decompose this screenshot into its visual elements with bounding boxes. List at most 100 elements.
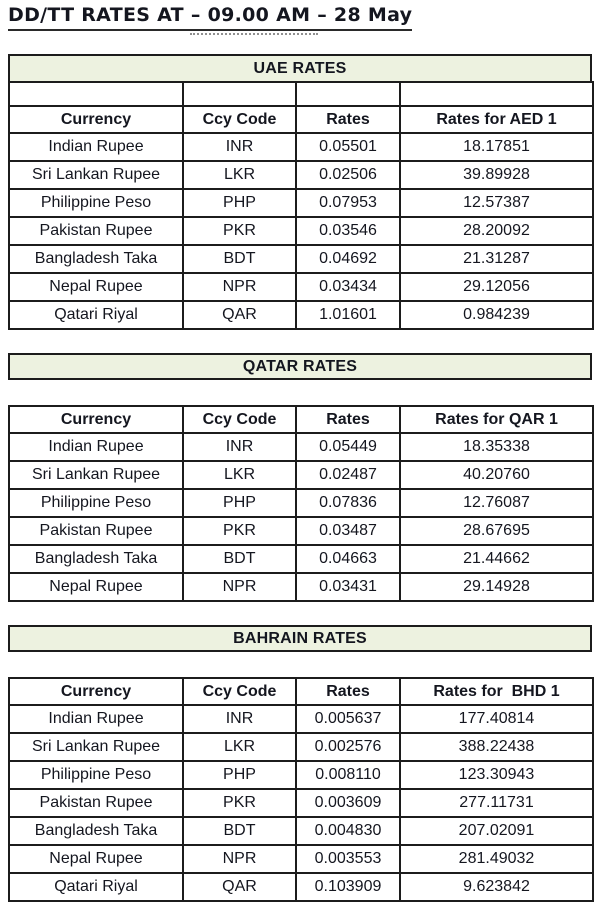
column-header: Currency (8, 405, 184, 434)
rate-row: Nepal Rupee NPR 0.03434 29.12056 (8, 272, 594, 302)
header-row: Currency Ccy Code Rates Rates for BHD 1 (8, 677, 594, 706)
rate-row: Philippine Peso PHP 0.07836 12.76087 (8, 488, 594, 518)
section-title: QATAR RATES (242, 357, 358, 375)
spacer-cell (399, 81, 594, 107)
rate-cell: LKR (182, 732, 297, 762)
rate-cell: 0.103909 (295, 872, 401, 902)
rate-cell: Sri Lankan Rupee (8, 732, 184, 762)
rate-cell: 39.89928 (399, 160, 594, 190)
rate-cell: BDT (182, 244, 297, 274)
rate-cell: 21.31287 (399, 244, 594, 274)
rate-cell: Indian Rupee (8, 704, 184, 734)
rate-cell: Philippine Peso (8, 760, 184, 790)
section-title: BAHRAIN RATES (233, 629, 367, 647)
column-header: Currency (8, 677, 184, 706)
rate-row: Pakistan Rupee PKR 0.03487 28.67695 (8, 516, 594, 546)
rate-cell: QAR (182, 872, 297, 902)
rate-row: Philippine Peso PHP 0.07953 12.57387 (8, 188, 594, 218)
rates-sections: UAE RATES Currency Ccy Code Rates Rates for… (8, 54, 594, 902)
rate-cell: 21.44662 (399, 544, 594, 574)
rate-cell: INR (182, 704, 297, 734)
rate-cell: Sri Lankan Rupee (8, 460, 184, 490)
column-header: Rates (295, 677, 401, 706)
rate-cell: Nepal Rupee (8, 572, 184, 602)
rate-row: Bangladesh Taka BDT 0.04692 21.31287 (8, 244, 594, 274)
rate-cell: Qatari Riyal (8, 300, 184, 330)
rate-cell: INR (182, 132, 297, 162)
rate-cell: NPR (182, 572, 297, 602)
spacer-row (8, 81, 594, 107)
rate-cell: BDT (182, 816, 297, 846)
rate-row: Sri Lankan Rupee LKR 0.02506 39.89928 (8, 160, 594, 190)
column-header: Ccy Code (182, 105, 297, 134)
table-body: Indian Rupee INR 0.005637 177.40814 Sri Lank… (8, 704, 594, 902)
rate-cell: 0.003609 (295, 788, 401, 818)
section-banner: BAHRAIN RATES (8, 625, 592, 652)
section-banner: QATAR RATES (8, 353, 592, 380)
spellcheck-squiggle (190, 33, 318, 35)
table-body: Indian Rupee INR 0.05501 18.17851 Sri Lankan… (8, 132, 594, 330)
rate-row: Bangladesh Taka BDT 0.04663 21.44662 (8, 544, 594, 574)
rate-cell: 123.30943 (399, 760, 594, 790)
header-row: Currency Ccy Code Rates Rates for AED 1 (8, 105, 594, 134)
rate-cell: PHP (182, 188, 297, 218)
rate-cell: Bangladesh Taka (8, 816, 184, 846)
rate-cell: PKR (182, 516, 297, 546)
rate-cell: 0.02487 (295, 460, 401, 490)
rate-cell: 207.02091 (399, 816, 594, 846)
rate-row: Nepal Rupee NPR 0.03431 29.14928 (8, 572, 594, 602)
rate-cell: 1.01601 (295, 300, 401, 330)
spacer-cell (182, 81, 297, 107)
rates-table: Currency Ccy Code Rates Rates for QAR 1 Ind… (8, 405, 594, 602)
rates-table: Currency Ccy Code Rates Rates for BHD 1 Ind… (8, 677, 594, 902)
rate-row: Pakistan Rupee PKR 0.03546 28.20092 (8, 216, 594, 246)
section-title: UAE RATES (253, 59, 347, 77)
table-body: Indian Rupee INR 0.05449 18.35338 Sri Lankan… (8, 432, 594, 602)
rate-cell: PKR (182, 216, 297, 246)
column-header: Rates (295, 105, 401, 134)
rate-cell: PKR (182, 788, 297, 818)
rate-cell: Bangladesh Taka (8, 244, 184, 274)
spacer-cell (295, 81, 401, 107)
rates-table: Currency Ccy Code Rates Rates for AED 1 Ind… (8, 81, 594, 330)
column-header: Ccy Code (182, 677, 297, 706)
rate-cell: 12.57387 (399, 188, 594, 218)
rate-cell: 0.04692 (295, 244, 401, 274)
rate-cell: Bangladesh Taka (8, 544, 184, 574)
rate-row: Qatari Riyal QAR 1.01601 0.984239 (8, 300, 594, 330)
rate-cell: QAR (182, 300, 297, 330)
rate-cell: NPR (182, 272, 297, 302)
rate-cell: Pakistan Rupee (8, 216, 184, 246)
rate-cell: Nepal Rupee (8, 272, 184, 302)
rate-cell: Pakistan Rupee (8, 516, 184, 546)
rate-cell: 0.008110 (295, 760, 401, 790)
rate-cell: Philippine Peso (8, 188, 184, 218)
rate-cell: 29.12056 (399, 272, 594, 302)
rate-row: Pakistan Rupee PKR 0.003609 277.11731 (8, 788, 594, 818)
rate-row: Indian Rupee INR 0.05449 18.35338 (8, 432, 594, 462)
rate-cell: Indian Rupee (8, 132, 184, 162)
section-bahrain-rates: BAHRAIN RATES Currency Ccy Code Rates Rates… (8, 625, 594, 902)
rate-cell: BDT (182, 544, 297, 574)
column-header: Rates for AED 1 (399, 105, 594, 134)
rate-row: Indian Rupee INR 0.05501 18.17851 (8, 132, 594, 162)
rate-row: Sri Lankan Rupee LKR 0.002576 388.22438 (8, 732, 594, 762)
rate-cell: 0.05449 (295, 432, 401, 462)
rate-cell: PHP (182, 760, 297, 790)
rate-cell: 28.67695 (399, 516, 594, 546)
rate-cell: 0.03487 (295, 516, 401, 546)
rate-cell: 18.17851 (399, 132, 594, 162)
rate-cell: 0.002576 (295, 732, 401, 762)
rate-cell: 277.11731 (399, 788, 594, 818)
rate-row: Qatari Riyal QAR 0.103909 9.623842 (8, 872, 594, 902)
rate-cell: 0.004830 (295, 816, 401, 846)
title-block: DD/TT RATES AT – 09.00 AM – 28 May (8, 4, 413, 35)
rate-row: Nepal Rupee NPR 0.003553 281.49032 (8, 844, 594, 874)
rate-cell: 0.03546 (295, 216, 401, 246)
rate-cell: 18.35338 (399, 432, 594, 462)
rate-cell: Indian Rupee (8, 432, 184, 462)
spacer-cell (8, 81, 184, 107)
section-uae-rates: UAE RATES Currency Ccy Code Rates Rates for… (8, 54, 594, 330)
section-banner: UAE RATES (8, 54, 592, 81)
